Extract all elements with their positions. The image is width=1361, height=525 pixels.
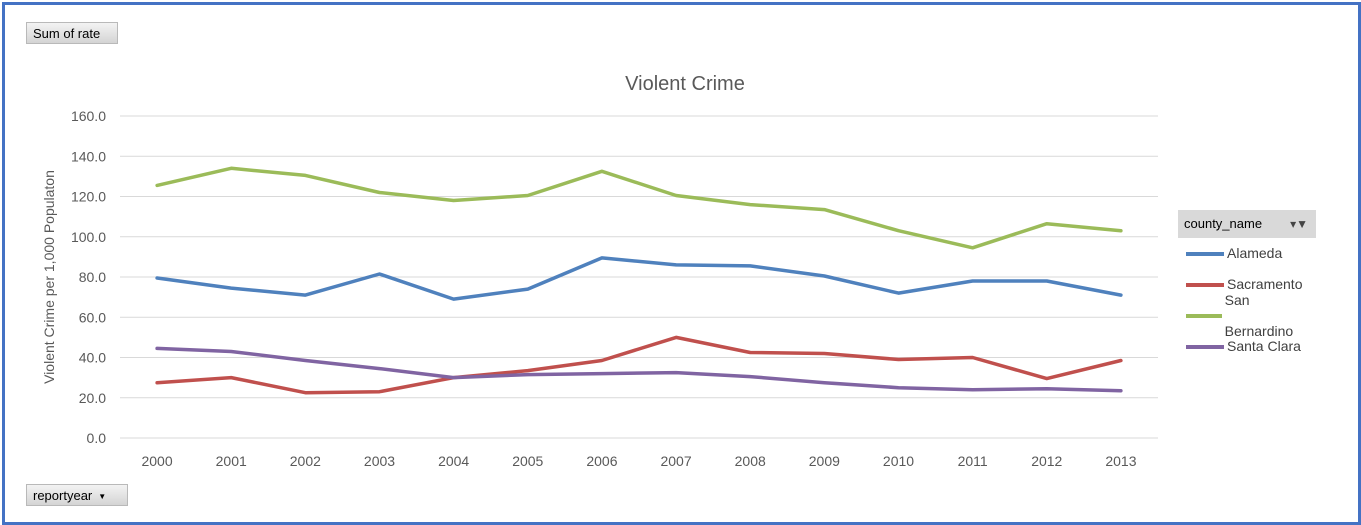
series-line-alameda <box>155 256 1123 301</box>
legend-swatch <box>1186 313 1222 318</box>
y-tick-label: 80.0 <box>79 269 106 285</box>
x-tick-label: 2000 <box>141 453 172 469</box>
legend-swatch <box>1186 251 1224 256</box>
series-line-san-bernardino <box>155 166 1123 250</box>
x-tick-label: 2012 <box>1031 453 1062 469</box>
x-tick-label: 2006 <box>586 453 617 469</box>
y-axis-title: Violent Crime per 1,000 Populaton <box>41 170 57 384</box>
legend-swatch <box>1186 344 1224 349</box>
x-tick-label: 2013 <box>1105 453 1136 469</box>
x-tick-label: 2008 <box>735 453 766 469</box>
y-tick-label: 40.0 <box>79 350 106 366</box>
x-tick-label: 2004 <box>438 453 469 469</box>
y-tick-label: 20.0 <box>79 390 106 406</box>
legend: county_name ▾▼ Alameda Sacramento San Bern… <box>1178 210 1316 362</box>
legend-item-sacramento: Sacramento <box>1178 269 1316 300</box>
value-field-button[interactable]: Sum of rate <box>26 22 118 44</box>
dropdown-arrow-icon[interactable]: ▼ <box>98 491 107 501</box>
x-tick-label: 2005 <box>512 453 543 469</box>
y-tick-label: 0.0 <box>87 430 107 446</box>
series-line-sacramento <box>155 335 1123 395</box>
legend-item-alameda: Alameda <box>1178 238 1316 269</box>
legend-label: Santa Clara <box>1227 338 1301 354</box>
y-axis-ticks: 0.0 20.0 40.0 60.0 80.0 100.0 120.0 140.0 160.0 <box>71 108 106 446</box>
y-tick-label: 100.0 <box>71 229 106 245</box>
y-tick-label: 60.0 <box>79 309 106 325</box>
legend-item-santa-clara: Santa Clara <box>1178 331 1316 362</box>
legend-label: San Bernardino <box>1224 291 1294 339</box>
legend-field-label: county_name <box>1184 216 1263 231</box>
x-tick-label: 2003 <box>364 453 395 469</box>
legend-items: Alameda Sacramento San Bernardino Santa Cla… <box>1178 238 1316 362</box>
value-field-label: Sum of rate <box>33 26 101 41</box>
legend-field-button[interactable]: county_name ▾▼ <box>1178 210 1316 238</box>
axis-field-button[interactable]: reportyear ▼ <box>26 484 128 506</box>
x-tick-label: 2001 <box>216 453 247 469</box>
x-tick-label: 2002 <box>290 453 321 469</box>
series-line-santa-clara <box>155 346 1123 393</box>
x-axis-ticks: 2000 2001 2002 2003 2004 2005 2006 2007 2008 2009… <box>141 453 1136 469</box>
legend-item-san-bernardino: San Bernardino <box>1178 292 1316 339</box>
y-tick-label: 140.0 <box>71 148 106 164</box>
legend-label: Sacramento <box>1227 276 1303 292</box>
y-tick-label: 160.0 <box>71 108 106 124</box>
axis-field-label: reportyear <box>33 488 93 503</box>
x-tick-label: 2009 <box>809 453 840 469</box>
filter-icon[interactable]: ▾▼ <box>1290 217 1308 231</box>
legend-swatch <box>1186 282 1224 287</box>
x-tick-label: 2007 <box>660 453 691 469</box>
chart-title: Violent Crime <box>625 73 745 95</box>
series-lines <box>155 166 1123 395</box>
x-tick-label: 2011 <box>958 453 988 469</box>
y-tick-label: 120.0 <box>71 189 106 205</box>
legend-label: Alameda <box>1227 245 1283 261</box>
x-tick-label: 2010 <box>883 453 914 469</box>
